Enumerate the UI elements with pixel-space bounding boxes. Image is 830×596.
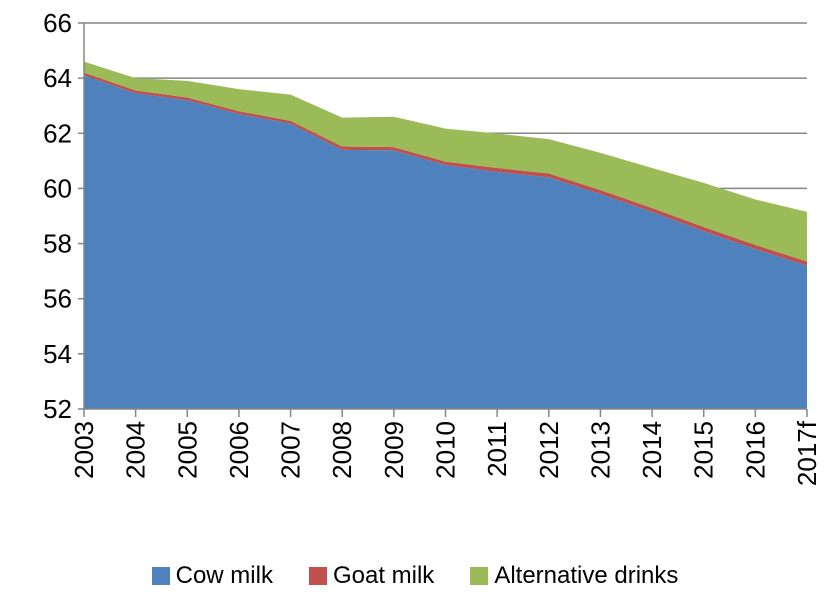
- x-tick-label: 2010: [431, 421, 461, 479]
- x-tick-label: 2017f: [792, 420, 822, 486]
- area-cow-milk: [84, 75, 807, 409]
- x-tick-label: 2013: [585, 421, 615, 479]
- x-tick-label: 2007: [276, 421, 306, 479]
- legend-item: Cow milk: [151, 562, 273, 590]
- x-tick-label: 2004: [121, 421, 151, 479]
- y-tick-label: 60: [43, 173, 72, 203]
- legend-item: Alternative drinks: [470, 562, 678, 590]
- x-tick-label: 2005: [172, 421, 202, 479]
- x-tick-labels: 2003 2004 2005 2006 2007 2008 2009 2010 2011 2012…: [69, 420, 822, 486]
- legend-item: Goat milk: [308, 562, 435, 590]
- x-tick-label: 2008: [327, 421, 357, 479]
- legend-label: Cow milk: [175, 562, 273, 589]
- y-tick-label: 58: [43, 229, 72, 259]
- axes: [78, 22, 808, 417]
- legend-swatch: [151, 567, 170, 585]
- legend-swatch: [470, 567, 489, 585]
- y-tick-label: 52: [43, 394, 72, 424]
- x-tick-label: 2006: [224, 421, 254, 479]
- x-tick-label: 2014: [637, 421, 667, 479]
- y-tick-label: 56: [43, 284, 72, 314]
- x-tick-label: 2012: [534, 421, 564, 479]
- y-tick-labels: 52 54 56 58 60 62 64 66: [43, 8, 72, 424]
- y-tick-label: 66: [43, 8, 72, 38]
- legend-swatch: [308, 567, 327, 585]
- legend: Cow milk Goat milk Alternative drinks: [0, 562, 830, 590]
- area-alternative-drinks: [84, 61, 807, 262]
- y-tick-label: 54: [43, 339, 72, 369]
- x-tick-label: 2015: [689, 421, 719, 479]
- legend-label: Goat milk: [332, 562, 435, 589]
- y-tick-label: 64: [43, 63, 72, 93]
- y-tick-label: 62: [43, 118, 72, 148]
- x-tick-label: 2003: [69, 421, 99, 479]
- x-tick-label: 2016: [740, 421, 770, 479]
- area-series: [84, 61, 807, 409]
- legend-label: Alternative drinks: [494, 562, 679, 589]
- x-tick-label: 2011: [482, 421, 512, 477]
- x-tick-label: 2009: [379, 421, 409, 479]
